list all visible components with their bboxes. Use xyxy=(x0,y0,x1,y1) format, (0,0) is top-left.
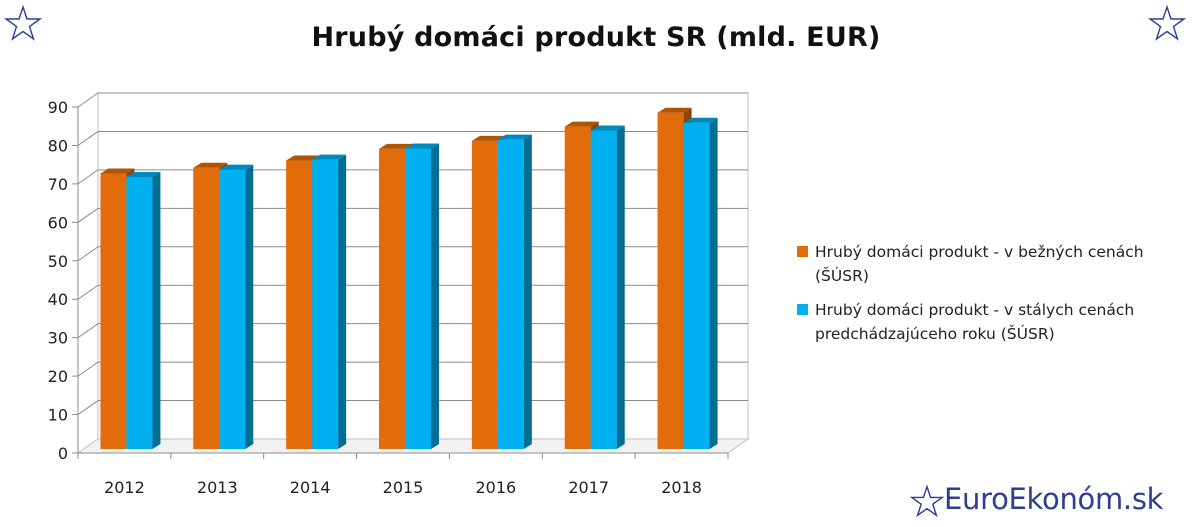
axes xyxy=(72,106,729,459)
bar xyxy=(683,117,718,450)
x-axis-ticks: 2012 2013 2014 2015 2016 2017 2018 xyxy=(104,478,702,497)
x-tick-label: 2013 xyxy=(197,478,238,497)
y-tick-label: 70 xyxy=(48,175,68,194)
y-tick-label: 0 xyxy=(58,444,68,463)
x-tick-label: 2015 xyxy=(383,478,424,497)
legend-item-constant-prices: Hrubý domáci produkt - v stálych cenách … xyxy=(797,298,1177,346)
gridline-depth xyxy=(77,131,99,146)
y-tick-label: 50 xyxy=(48,252,68,271)
bar xyxy=(379,143,413,449)
y-tick-label: 60 xyxy=(48,213,68,232)
chart-title: Hrubý domáci produkt SR (mld. EUR) xyxy=(311,22,881,53)
legend-swatch-constant-prices xyxy=(797,304,808,315)
star-outline-icon xyxy=(1148,4,1186,41)
y-tick-label: 20 xyxy=(48,367,68,386)
x-tick-label: 2017 xyxy=(568,478,609,497)
gridline-depth xyxy=(77,92,99,108)
bar xyxy=(126,171,161,450)
y-tick-label: 10 xyxy=(48,406,68,425)
x-tick-label: 2018 xyxy=(661,478,702,497)
y-axis-ticks: 0 10 20 30 40 50 60 70 80 90 xyxy=(48,98,68,463)
gridline-depth xyxy=(77,169,99,185)
bar xyxy=(590,125,625,449)
gridline-depth xyxy=(77,284,99,300)
bar xyxy=(405,143,439,449)
legend: Hrubý domáci produkt - v bežných cenách … xyxy=(797,240,1177,356)
legend-label-current-prices: Hrubý domáci produkt - v bežných cenách … xyxy=(815,243,1144,285)
x-tick-label: 2016 xyxy=(475,478,516,497)
gridline-depth xyxy=(77,361,99,377)
gridline-depth xyxy=(77,400,99,415)
y-tick-label: 30 xyxy=(48,329,68,348)
legend-swatch-current-prices xyxy=(797,246,808,257)
gridline-depth xyxy=(77,246,99,262)
gridline-depth xyxy=(77,207,99,223)
star-outline-icon xyxy=(910,484,944,518)
brand-logo: EuroEkonóm.sk xyxy=(944,482,1164,516)
y-tick-label: 80 xyxy=(48,136,68,155)
y-tick-label: 40 xyxy=(48,290,68,309)
bar xyxy=(312,154,347,449)
gridline-depth xyxy=(77,323,99,339)
x-tick-label: 2014 xyxy=(290,478,331,497)
bar xyxy=(497,134,532,449)
legend-item-current-prices: Hrubý domáci produkt - v bežných cenách … xyxy=(797,240,1177,288)
bars xyxy=(100,107,718,450)
legend-label-constant-prices: Hrubý domáci produkt - v stálych cenách … xyxy=(815,301,1135,343)
y-tick-label: 90 xyxy=(48,98,68,117)
star-outline-icon xyxy=(4,4,42,41)
x-tick-label: 2012 xyxy=(104,478,145,497)
bar xyxy=(219,164,254,450)
